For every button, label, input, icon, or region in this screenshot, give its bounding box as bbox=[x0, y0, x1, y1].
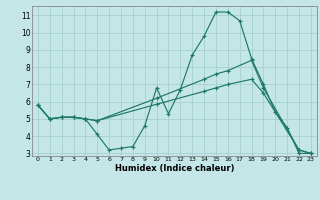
X-axis label: Humidex (Indice chaleur): Humidex (Indice chaleur) bbox=[115, 164, 234, 173]
